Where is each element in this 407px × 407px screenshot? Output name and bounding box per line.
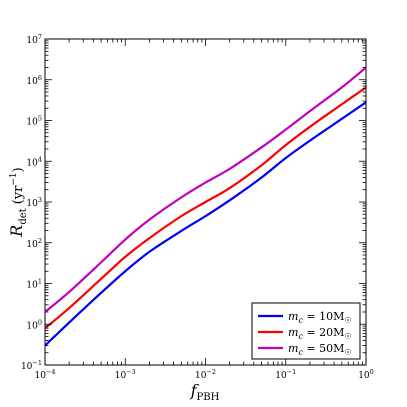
legend-entry-1: mc = 10M☉	[288, 310, 352, 325]
series-lines	[44, 66, 367, 347]
legend-entry-2: mc = 20M☉	[288, 326, 352, 341]
axis-ticks	[44, 38, 367, 366]
y-tick-label: 100	[26, 318, 42, 331]
x-axis-label: fPBH	[190, 381, 220, 403]
y-tick-label: 102	[26, 237, 42, 250]
y-tick-label: 105	[26, 115, 42, 128]
y-tick-label: 107	[26, 33, 42, 46]
x-tick-label: 10−1	[275, 368, 296, 381]
x-tick-label: 10−2	[195, 368, 216, 381]
y-tick-label: 104	[26, 155, 42, 168]
y-tick-label: 103	[26, 196, 42, 209]
x-tick-label: 10−4	[34, 368, 55, 381]
tick-labels: 10−4 10−3 10−2 10−1 100 10−1 100 101 102 103 104 10…	[21, 33, 374, 381]
legend: mc = 10M☉mc = 20M☉mc = 50M☉	[251, 302, 361, 360]
series-line-2	[44, 86, 367, 330]
y-tick-label: 106	[26, 74, 42, 87]
y-axis-label: Rdet(yr−1)	[7, 167, 29, 237]
y-tick-label: 10−1	[21, 359, 42, 372]
series-line-1	[44, 101, 367, 347]
series-line-3	[44, 66, 367, 313]
x-tick-label: 100	[358, 368, 374, 381]
legend-entry-3: mc = 50M☉	[288, 342, 352, 357]
x-tick-label: 10−3	[115, 368, 136, 381]
y-tick-label: 101	[26, 278, 42, 291]
